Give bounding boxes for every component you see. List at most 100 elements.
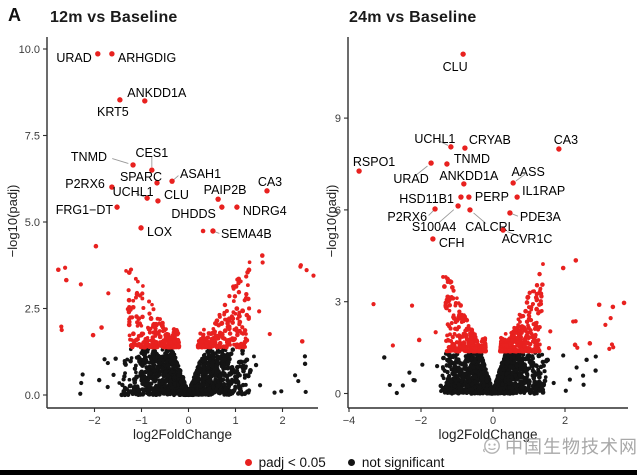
point: [458, 303, 463, 308]
point: [237, 344, 242, 350]
point: [227, 325, 232, 330]
point: [514, 363, 519, 369]
point: [371, 302, 376, 307]
gene-leader-line: [507, 231, 523, 238]
gene-label: TNMD: [71, 150, 107, 164]
point: [534, 363, 539, 369]
point: [59, 324, 64, 329]
point: [209, 363, 215, 368]
point: [155, 374, 160, 379]
point: [168, 336, 172, 341]
point: [244, 291, 249, 297]
point: [525, 373, 530, 377]
point: [448, 339, 454, 344]
gene-label: RSPO1: [353, 155, 395, 169]
gene-label: CLU: [164, 188, 189, 202]
point: [179, 378, 184, 383]
point: [133, 338, 138, 343]
point: [172, 339, 177, 344]
point: [127, 333, 132, 338]
point: [450, 296, 456, 301]
point: [141, 352, 146, 357]
point: [420, 362, 425, 367]
point: [235, 277, 240, 282]
legend: padj < 0.05 not significant: [52, 455, 637, 470]
point: [215, 360, 221, 366]
point: [457, 344, 463, 349]
point: [242, 339, 248, 345]
gene-label: CLU: [443, 60, 468, 74]
point: [145, 378, 151, 383]
gene-point: [138, 225, 144, 231]
point: [152, 389, 157, 394]
point: [201, 363, 206, 368]
point: [548, 329, 553, 334]
point: [78, 391, 83, 396]
point: [246, 316, 251, 321]
point: [522, 362, 527, 367]
point: [145, 335, 150, 340]
point: [485, 386, 490, 391]
point: [245, 283, 250, 288]
point: [573, 258, 579, 263]
point: [165, 345, 171, 350]
point: [531, 322, 536, 327]
x-tick-label: 1: [232, 415, 238, 427]
point: [523, 308, 528, 314]
gene-label: AASS: [511, 165, 544, 179]
point: [481, 383, 487, 388]
gene-label: PAIP2B: [204, 183, 247, 197]
point: [540, 359, 545, 365]
point: [120, 382, 125, 388]
point: [481, 361, 486, 366]
y-tick-label: 3: [335, 297, 341, 309]
point: [150, 360, 155, 364]
point: [162, 378, 168, 383]
point: [245, 373, 250, 378]
point: [194, 370, 199, 375]
plot-title-24m: 24m vs Baseline: [349, 9, 477, 26]
point: [147, 392, 152, 397]
point: [455, 296, 459, 300]
gene-leader-line: [135, 192, 145, 198]
point: [199, 339, 205, 344]
point: [90, 332, 96, 338]
point: [433, 330, 438, 335]
point: [123, 362, 128, 367]
gene-point: [556, 146, 562, 152]
point: [130, 304, 136, 310]
point: [529, 304, 534, 310]
point: [209, 336, 214, 342]
point: [131, 298, 136, 303]
point: [457, 387, 463, 392]
point: [123, 371, 127, 376]
point: [530, 364, 535, 369]
gene-point: [109, 51, 115, 57]
gene-point: [95, 51, 101, 57]
point: [234, 327, 239, 333]
point: [215, 354, 220, 359]
point: [214, 366, 218, 371]
point: [157, 358, 162, 363]
point: [240, 348, 245, 354]
point: [210, 359, 215, 365]
point: [149, 316, 153, 320]
point: [227, 293, 232, 299]
point: [526, 384, 531, 389]
point: [204, 392, 209, 396]
point: [222, 312, 227, 317]
point: [457, 309, 462, 314]
point: [160, 366, 165, 371]
point: [522, 366, 527, 371]
point: [97, 377, 102, 383]
gene-leader-line: [473, 212, 487, 224]
point: [234, 306, 240, 311]
point: [125, 357, 130, 362]
point: [126, 297, 132, 303]
point: [239, 389, 244, 394]
point: [463, 349, 468, 354]
point: [202, 327, 206, 332]
point: [224, 392, 230, 397]
point: [195, 389, 201, 394]
point: [456, 382, 461, 388]
